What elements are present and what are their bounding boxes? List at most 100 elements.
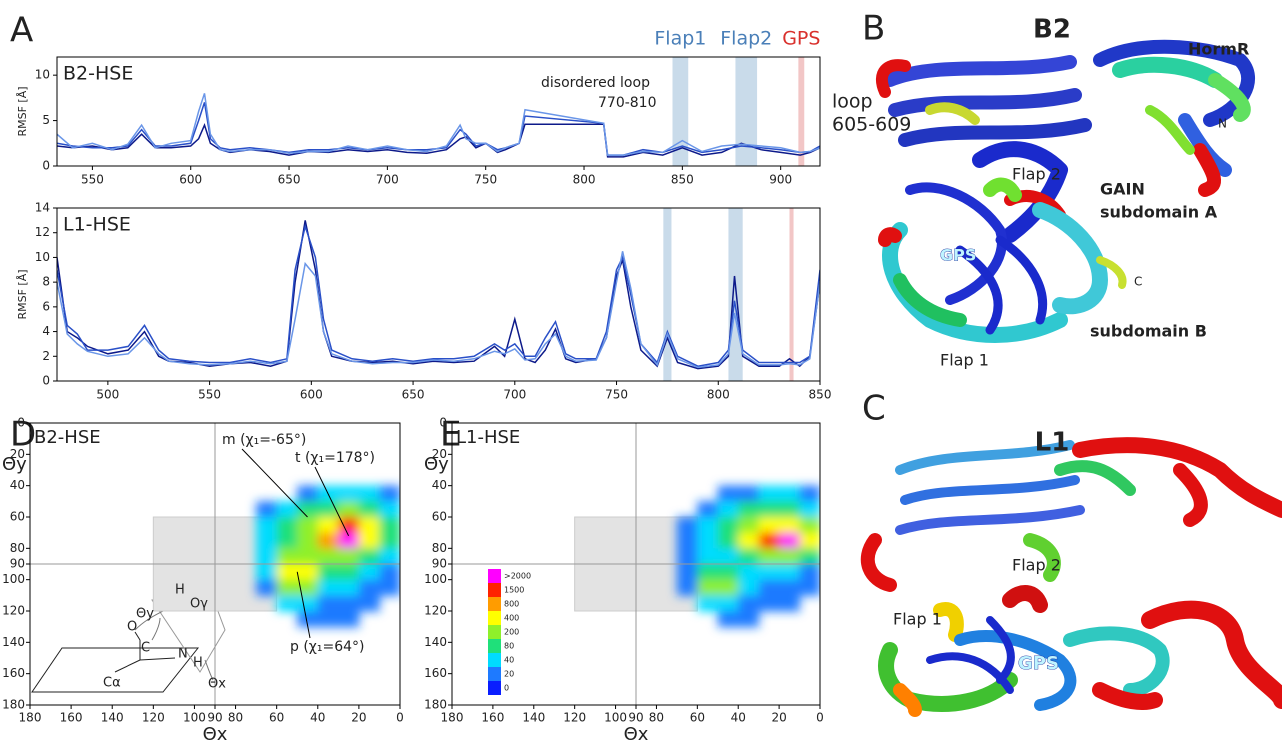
density-map <box>676 485 820 628</box>
density-cell <box>379 548 400 565</box>
structure-label: 605-609 <box>832 114 911 136</box>
density-cell <box>738 564 760 581</box>
panel-label: C <box>862 389 886 429</box>
density-cell <box>717 595 739 612</box>
annotation: disordered loop <box>541 75 650 91</box>
y-tick-label: 60 <box>432 510 447 524</box>
colorbar-label: 40 <box>504 656 514 665</box>
x-axis-label: Θx <box>203 724 228 741</box>
density-cell <box>717 485 739 502</box>
density-cell <box>799 485 820 502</box>
density-cell <box>779 485 801 502</box>
density-cell <box>799 548 820 565</box>
y-tick-label: 90 <box>10 557 25 571</box>
density-cell <box>276 548 298 565</box>
panel-label: B <box>862 9 885 49</box>
y-tick-label: 40 <box>10 478 25 492</box>
colorbar-swatch <box>488 569 501 583</box>
y-axis-label: Θy <box>424 454 449 475</box>
colorbar-swatch <box>488 653 501 667</box>
density-cell <box>779 501 801 518</box>
annotation-pointer <box>296 571 311 639</box>
density-cell <box>738 501 760 518</box>
density-cell <box>697 517 719 534</box>
rmsf-line <box>57 122 820 158</box>
schematic-label: O <box>127 620 137 635</box>
y-tick-label: 140 <box>2 635 25 649</box>
highlight-band <box>728 208 743 381</box>
structure-l1 <box>860 437 1282 717</box>
x-tick-label: 80 <box>228 711 243 725</box>
density-cell <box>697 501 719 518</box>
density-cell <box>676 517 698 534</box>
x-tick-label: 120 <box>563 711 586 725</box>
density-cell <box>317 532 339 549</box>
band-label: Flap1 <box>654 28 706 50</box>
density-cell <box>779 564 801 581</box>
y-tick-label: 5 <box>42 113 50 127</box>
panel-label: E <box>440 415 461 455</box>
density-cell <box>717 579 739 596</box>
density-cell <box>297 564 319 581</box>
density-cell <box>297 548 319 565</box>
colorbar-label: 800 <box>504 600 519 609</box>
colorbar-label: 20 <box>504 670 514 679</box>
annotation-pointer <box>241 448 308 518</box>
density-cell <box>297 579 319 596</box>
y-tick-label: 180 <box>424 698 447 712</box>
density-cell <box>256 564 278 581</box>
x-tick-label: 20 <box>771 711 786 725</box>
density-cell <box>779 532 801 549</box>
x-tick-label: 550 <box>81 173 104 187</box>
structure-label: Flap 1 <box>940 351 989 370</box>
density-cell <box>317 579 339 596</box>
density-cell <box>338 517 360 534</box>
density-cell <box>276 532 298 549</box>
density-cell <box>717 564 739 581</box>
density-cell <box>738 548 760 565</box>
x-tick-label: 750 <box>605 388 628 402</box>
structure-label: loop <box>832 91 873 113</box>
x-tick-label: 500 <box>96 388 119 402</box>
colorbar-label: 400 <box>504 614 519 623</box>
y-tick-label: 100 <box>424 572 447 586</box>
y-tick-label: 14 <box>35 201 50 215</box>
chart-title: L1-HSE <box>456 427 520 448</box>
structure-label: C <box>1134 275 1142 289</box>
density-cell <box>317 517 339 534</box>
chart-title: B2-HSE <box>34 427 101 448</box>
x-tick-label: 160 <box>60 711 83 725</box>
schematic-label: Oγ <box>190 597 208 612</box>
x-tick-label: 160 <box>481 711 504 725</box>
rmsf-line <box>57 223 820 367</box>
density-cell <box>758 595 780 612</box>
structure-title: B2 <box>1033 15 1071 45</box>
density-cell <box>717 548 739 565</box>
density-cell <box>738 579 760 596</box>
x-tick-label: 0 <box>396 711 404 725</box>
colorbar-swatch <box>488 667 501 681</box>
y-tick-label: 20 <box>432 447 447 461</box>
density-cell <box>358 595 380 612</box>
y-tick-label: 10 <box>35 250 50 264</box>
x-tick-label: 650 <box>278 173 301 187</box>
density-cell <box>697 532 719 549</box>
y-tick-label: 160 <box>424 666 447 680</box>
density-cell <box>338 501 360 518</box>
density-cell <box>317 548 339 565</box>
chart-title: B2-HSE <box>63 63 133 85</box>
x-tick-label: 120 <box>142 711 165 725</box>
band-label: Flap2 <box>720 28 772 50</box>
x-tick-label: 20 <box>351 711 366 725</box>
density-cell <box>676 532 698 549</box>
y-tick-label: 80 <box>10 541 25 555</box>
x-tick-label: 60 <box>690 711 705 725</box>
density-cell <box>697 548 719 565</box>
y-tick-label: 100 <box>2 572 25 586</box>
y-tick-label: 0 <box>42 159 50 173</box>
density-cell <box>338 548 360 565</box>
density-cell <box>276 501 298 518</box>
x-tick-label: 550 <box>198 388 221 402</box>
density-cell <box>738 611 760 628</box>
structure-label: HormR <box>1188 40 1249 59</box>
